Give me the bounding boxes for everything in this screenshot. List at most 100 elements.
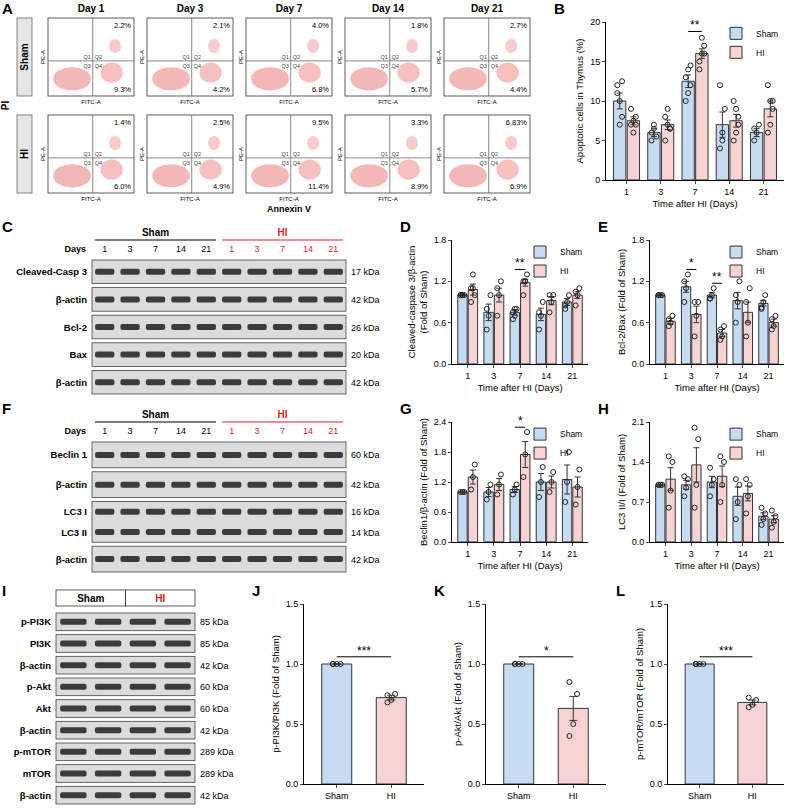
svg-text:Day 14: Day 14	[372, 3, 405, 14]
svg-text:42 kDa: 42 kDa	[351, 555, 380, 565]
svg-text:14: 14	[541, 549, 551, 559]
svg-text:HI: HI	[155, 593, 165, 604]
svg-text:PI3K: PI3K	[30, 638, 51, 649]
svg-text:Cleaved-Casp 3: Cleaved-Casp 3	[16, 266, 87, 277]
svg-text:1: 1	[624, 187, 629, 197]
svg-text:Sham: Sham	[142, 409, 169, 420]
svg-text:11.4%: 11.4%	[308, 182, 329, 191]
svg-text:Q3: Q3	[479, 63, 486, 69]
svg-text:6.9%: 6.9%	[510, 182, 527, 191]
svg-text:21: 21	[201, 244, 211, 254]
svg-text:HI: HI	[756, 48, 765, 58]
svg-text:1.5: 1.5	[468, 599, 481, 609]
svg-text:Sham: Sham	[756, 29, 778, 39]
svg-text:HI: HI	[560, 266, 569, 276]
svg-text:**: **	[712, 270, 722, 284]
svg-text:HI: HI	[756, 266, 765, 276]
svg-text:1.5: 1.5	[286, 599, 299, 609]
svg-text:42 kDa: 42 kDa	[351, 295, 380, 305]
svg-text:Q1: Q1	[281, 151, 288, 157]
svg-text:HI: HI	[569, 791, 578, 801]
svg-text:Sham: Sham	[756, 429, 778, 439]
svg-text:3: 3	[491, 371, 496, 381]
svg-text:1.4: 1.4	[632, 457, 645, 467]
svg-text:7: 7	[517, 371, 522, 381]
svg-text:14: 14	[541, 371, 551, 381]
svg-text:7: 7	[714, 371, 719, 381]
svg-text:10: 10	[590, 96, 600, 106]
svg-text:21: 21	[758, 187, 768, 197]
svg-text:1.8: 1.8	[434, 447, 447, 457]
svg-text:Q2: Q2	[194, 151, 201, 157]
svg-text:Q4: Q4	[392, 63, 399, 69]
svg-text:FITC-A: FITC-A	[180, 99, 199, 105]
svg-text:PE-A: PE-A	[40, 50, 46, 64]
svg-text:PE-A: PE-A	[337, 147, 343, 161]
svg-text:0.0: 0.0	[434, 359, 447, 369]
svg-text:15: 15	[590, 57, 600, 67]
svg-text:60 kDa: 60 kDa	[200, 682, 229, 692]
svg-text:42 kDa: 42 kDa	[200, 726, 229, 736]
svg-text:FITC-A: FITC-A	[378, 196, 397, 202]
svg-text:7: 7	[280, 244, 285, 254]
svg-text:2.4: 2.4	[434, 417, 447, 427]
svg-text:3: 3	[689, 371, 694, 381]
svg-text:Q3: Q3	[83, 63, 90, 69]
svg-text:Q3: Q3	[380, 160, 387, 166]
svg-text:1.4%: 1.4%	[114, 118, 131, 127]
svg-text:0.0: 0.0	[468, 779, 481, 789]
svg-text:2.5%: 2.5%	[213, 118, 230, 127]
svg-text:p-mTOR: p-mTOR	[14, 746, 51, 757]
svg-text:1.2: 1.2	[434, 477, 447, 487]
svg-text:1: 1	[229, 244, 234, 254]
svg-text:FITC-A: FITC-A	[279, 196, 298, 202]
svg-text:7: 7	[517, 549, 522, 559]
svg-text:4.0%: 4.0%	[312, 21, 329, 30]
svg-text:7: 7	[153, 244, 158, 254]
svg-text:0.7: 0.7	[632, 497, 645, 507]
svg-text:21: 21	[764, 549, 774, 559]
svg-text:p-PI3K/PI3K (Fold of Sham): p-PI3K/PI3K (Fold of Sham)	[270, 635, 281, 753]
svg-text:β-actin: β-actin	[56, 377, 87, 388]
svg-text:1: 1	[229, 426, 234, 436]
svg-text:Q2: Q2	[293, 54, 300, 60]
svg-text:LC3 II: LC3 II	[61, 527, 87, 538]
svg-text:3: 3	[255, 244, 260, 254]
svg-text:Bcl-2/Bax (Fold of Sham): Bcl-2/Bax (Fold of Sham)	[616, 249, 627, 355]
svg-text:0.0: 0.0	[632, 537, 645, 547]
svg-text:**: **	[515, 256, 525, 270]
svg-text:Days: Days	[64, 244, 86, 254]
svg-text:Q3: Q3	[182, 160, 189, 166]
svg-text:7: 7	[153, 426, 158, 436]
svg-text:LC3 II/I (Fold of Sham): LC3 II/I (Fold of Sham)	[616, 434, 627, 530]
svg-text:Beclin 1: Beclin 1	[51, 449, 88, 460]
svg-text:5: 5	[595, 136, 600, 146]
svg-text:Q2: Q2	[194, 54, 201, 60]
svg-text:*: *	[544, 644, 549, 658]
svg-text:2.7%: 2.7%	[510, 21, 527, 30]
svg-text:Q4: Q4	[491, 63, 498, 69]
svg-text:17 kDa: 17 kDa	[351, 267, 380, 277]
svg-text:21: 21	[201, 426, 211, 436]
svg-text:Q2: Q2	[392, 151, 399, 157]
svg-text:85 kDa: 85 kDa	[200, 617, 229, 627]
svg-text:21: 21	[567, 549, 577, 559]
svg-text:FITC-A: FITC-A	[477, 196, 496, 202]
svg-text:1.8%: 1.8%	[411, 21, 428, 30]
svg-text:HI: HI	[748, 791, 757, 801]
svg-text:20: 20	[590, 17, 600, 27]
svg-text:1.0: 1.0	[650, 659, 663, 669]
svg-text:14: 14	[738, 371, 748, 381]
svg-text:p-mTOR/mTOR (Fold of Sham): p-mTOR/mTOR (Fold of Sham)	[634, 628, 645, 760]
svg-text:Annexin V: Annexin V	[267, 204, 311, 214]
svg-text:1: 1	[102, 426, 107, 436]
svg-text:20 kDa: 20 kDa	[351, 350, 380, 360]
svg-text:PE-A: PE-A	[436, 147, 442, 161]
svg-text:***: ***	[719, 644, 733, 658]
svg-text:1.0: 1.0	[468, 659, 481, 669]
svg-text:0.5: 0.5	[286, 719, 299, 729]
svg-text:Q4: Q4	[194, 63, 201, 69]
svg-text:289 kDa: 289 kDa	[200, 747, 234, 757]
svg-text:Apoptotic cells in Thymus (%): Apoptotic cells in Thymus (%)	[574, 39, 585, 164]
svg-text:Sham: Sham	[560, 247, 582, 257]
